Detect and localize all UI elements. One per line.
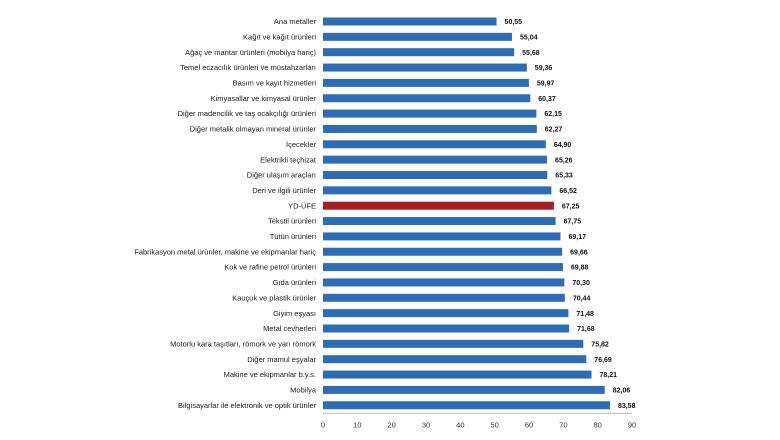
value-label: 62,27 [545, 127, 563, 134]
value-label: 65,33 [555, 173, 573, 180]
bar [323, 109, 537, 118]
value-label: 60,37 [538, 96, 556, 103]
x-tick-label: 50 [490, 420, 498, 429]
category-label: Mobilya [290, 386, 317, 395]
value-label: 70,30 [572, 280, 590, 287]
category-label: Diğer mamul eşyalar [247, 355, 316, 364]
bar [323, 32, 512, 41]
value-label: 55,04 [520, 34, 538, 41]
category-label: Fabrikasyon metal ürünler, makine ve eki… [134, 247, 316, 256]
value-label: 69,17 [568, 234, 586, 241]
value-labels: 50,55 55,04 55,68 59,36 59,97 60,37 62,15 62,27… [505, 19, 636, 410]
category-label: Basım ve kayıt hizmetleri [233, 79, 317, 88]
value-label: 75,82 [591, 341, 609, 348]
category-label: Motorlu kara taşıtları, römork ve yarı r… [170, 339, 316, 348]
x-axis-ticks: 0 10 20 30 40 50 60 70 80 90 [321, 420, 636, 429]
bars-group [323, 17, 610, 410]
x-tick-label: 60 [525, 420, 533, 429]
x-tick-label: 0 [321, 420, 325, 429]
x-tick-label: 40 [456, 420, 464, 429]
value-label: 71,48 [576, 311, 594, 318]
value-label: 78,21 [600, 372, 618, 379]
bar [323, 63, 527, 72]
category-label: Temel eczacılık ürünleri ve müstahzarlar… [180, 63, 316, 72]
value-label: 71,68 [577, 326, 595, 333]
bar [323, 48, 515, 57]
category-label: Kok ve rafine petrol ürünleri [224, 263, 316, 272]
value-label: 69,66 [570, 249, 588, 256]
bar [323, 355, 587, 364]
category-label: İçecekler [286, 140, 317, 149]
bar [323, 171, 548, 179]
bar [323, 78, 529, 87]
value-label: 67,75 [564, 219, 582, 226]
x-tick-label: 30 [422, 420, 430, 429]
category-label: Ana metaller [274, 17, 317, 26]
value-label: 64,90 [554, 142, 572, 149]
bar [323, 370, 592, 379]
category-label: Metal cevherleri [263, 324, 316, 333]
value-label: 59,36 [535, 65, 553, 72]
category-label: Bilgisayarlar ile elektronik ve optik ür… [178, 401, 316, 410]
value-label: 76,69 [594, 357, 612, 364]
bar-highlight [323, 201, 554, 210]
value-label: 67,25 [562, 203, 580, 210]
bar [323, 186, 552, 195]
value-label: 50,55 [505, 19, 523, 26]
bar [323, 309, 569, 318]
category-label: Kimyasallar ve kimyasal ürünler [211, 94, 317, 103]
value-label: 66,52 [559, 188, 577, 195]
category-label: Diğer madencilik ve taş ocakçılığı ürünl… [178, 109, 317, 118]
category-label: Giyim eşyası [273, 309, 316, 318]
category-label: Tekstil ürünleri [268, 217, 316, 226]
category-label: Kağıt ve kağıt ürünleri [243, 32, 316, 41]
value-label: 62,15 [544, 111, 562, 118]
x-tick-label: 20 [387, 420, 395, 429]
category-label: Tütün ürünleri [270, 232, 317, 241]
category-label: Deri ve ilgili ürünler [252, 186, 316, 195]
bar [323, 293, 565, 302]
value-label: 55,68 [522, 50, 540, 57]
x-tick-label: 90 [628, 420, 636, 429]
category-label: Diğer ulaşım araçları [247, 171, 316, 180]
bar [323, 217, 556, 226]
category-label: Elektrikli teçhizat [260, 155, 317, 164]
value-label: 59,97 [537, 81, 555, 88]
bar [323, 94, 531, 103]
category-label: Diğer metalik olmayan mineral ürünler [190, 125, 317, 134]
bar [323, 247, 563, 256]
bar [323, 339, 584, 348]
bar [323, 124, 537, 133]
bar [323, 140, 546, 149]
bar [323, 232, 561, 241]
bar [323, 324, 570, 333]
value-label: 83,58 [618, 403, 636, 410]
category-label: Makine ve ekipmanlar b.y.s. [224, 370, 316, 379]
value-label: 65,26 [555, 157, 573, 164]
category-label: Gıda ürünleri [273, 278, 317, 287]
value-label: 69,88 [571, 265, 589, 272]
bar [323, 278, 565, 287]
bar [323, 17, 497, 26]
category-label: YD-ÜFE [288, 201, 316, 210]
value-label: 82,06 [613, 388, 631, 395]
value-label: 70,44 [573, 295, 591, 302]
x-tick-label: 10 [353, 420, 361, 429]
x-tick-label: 70 [559, 420, 567, 429]
category-labels: Ana metaller Kağıt ve kağıt ürünleri Ağaç … [134, 17, 317, 410]
bar [323, 401, 610, 410]
bar [323, 155, 548, 164]
x-tick-label: 80 [593, 420, 601, 429]
category-label: Kauçuk ve plastik ürünler [232, 293, 316, 302]
bar [323, 263, 563, 272]
category-label: Ağaç ve mantar ürünleri (mobilya hariç) [185, 48, 316, 57]
bar [323, 385, 605, 394]
